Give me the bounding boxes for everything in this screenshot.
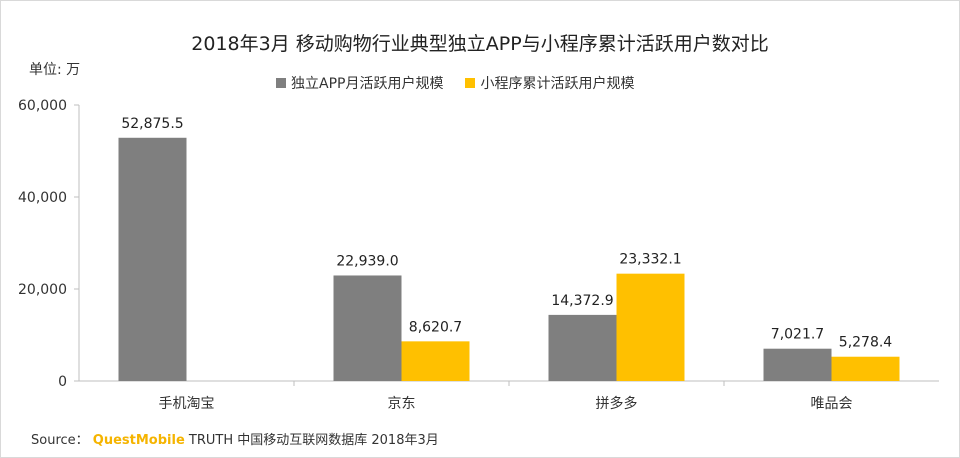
x-category-label: 拼多多 <box>596 395 638 412</box>
data-label: 22,939.0 <box>336 253 398 269</box>
source-brand: QuestMobile <box>92 433 185 448</box>
data-label: 52,875.5 <box>121 116 183 132</box>
source-note: Source： QuestMobile TRUTH 中国移动互联网数据库 201… <box>31 429 439 448</box>
x-category-label: 手机淘宝 <box>159 396 215 412</box>
data-label: 8,620.7 <box>409 319 462 335</box>
x-category-label: 京东 <box>388 396 416 412</box>
legend: 独立APP月活跃用户规模 小程序累计活跃用户规模 <box>276 73 656 93</box>
chart-title: 2018年3月 移动购物行业典型独立APP与小程序累计活跃用户数对比 <box>191 33 769 55</box>
legend-item-app: 独立APP月活跃用户规模 <box>276 73 443 93</box>
y-tick-label: 0 <box>58 374 67 390</box>
legend-item-miniprogram: 小程序累计活跃用户规模 <box>465 73 634 93</box>
data-label: 14,372.9 <box>551 293 613 309</box>
data-label: 5,278.4 <box>839 335 893 351</box>
legend-label-miniprogram: 小程序累计活跃用户规模 <box>480 76 635 92</box>
x-category-label: 唯品会 <box>811 396 853 412</box>
bar-app <box>333 275 402 381</box>
legend-swatch-miniprogram <box>465 78 476 88</box>
bar-app <box>548 314 617 381</box>
bar-app <box>763 348 832 381</box>
legend-swatch-app <box>276 78 286 88</box>
bar-miniprogram <box>831 356 900 381</box>
y-tick-label: 20,000 <box>18 282 67 298</box>
source-prefix: Source： <box>31 433 89 448</box>
source-rest: TRUTH 中国移动互联网数据库 2018年3月 <box>188 433 439 448</box>
data-label: 7,021.7 <box>771 327 824 343</box>
data-label: 23,332.1 <box>619 252 681 268</box>
y-tick-label: 60,000 <box>18 98 67 114</box>
bar-miniprogram <box>401 341 470 381</box>
y-tick-label: 40,000 <box>18 190 67 206</box>
bar-app <box>118 137 187 381</box>
legend-label-app: 独立APP月活跃用户规模 <box>291 76 444 92</box>
y-axis-unit-label: 单位: 万 <box>29 62 81 78</box>
bar-miniprogram <box>616 273 685 381</box>
